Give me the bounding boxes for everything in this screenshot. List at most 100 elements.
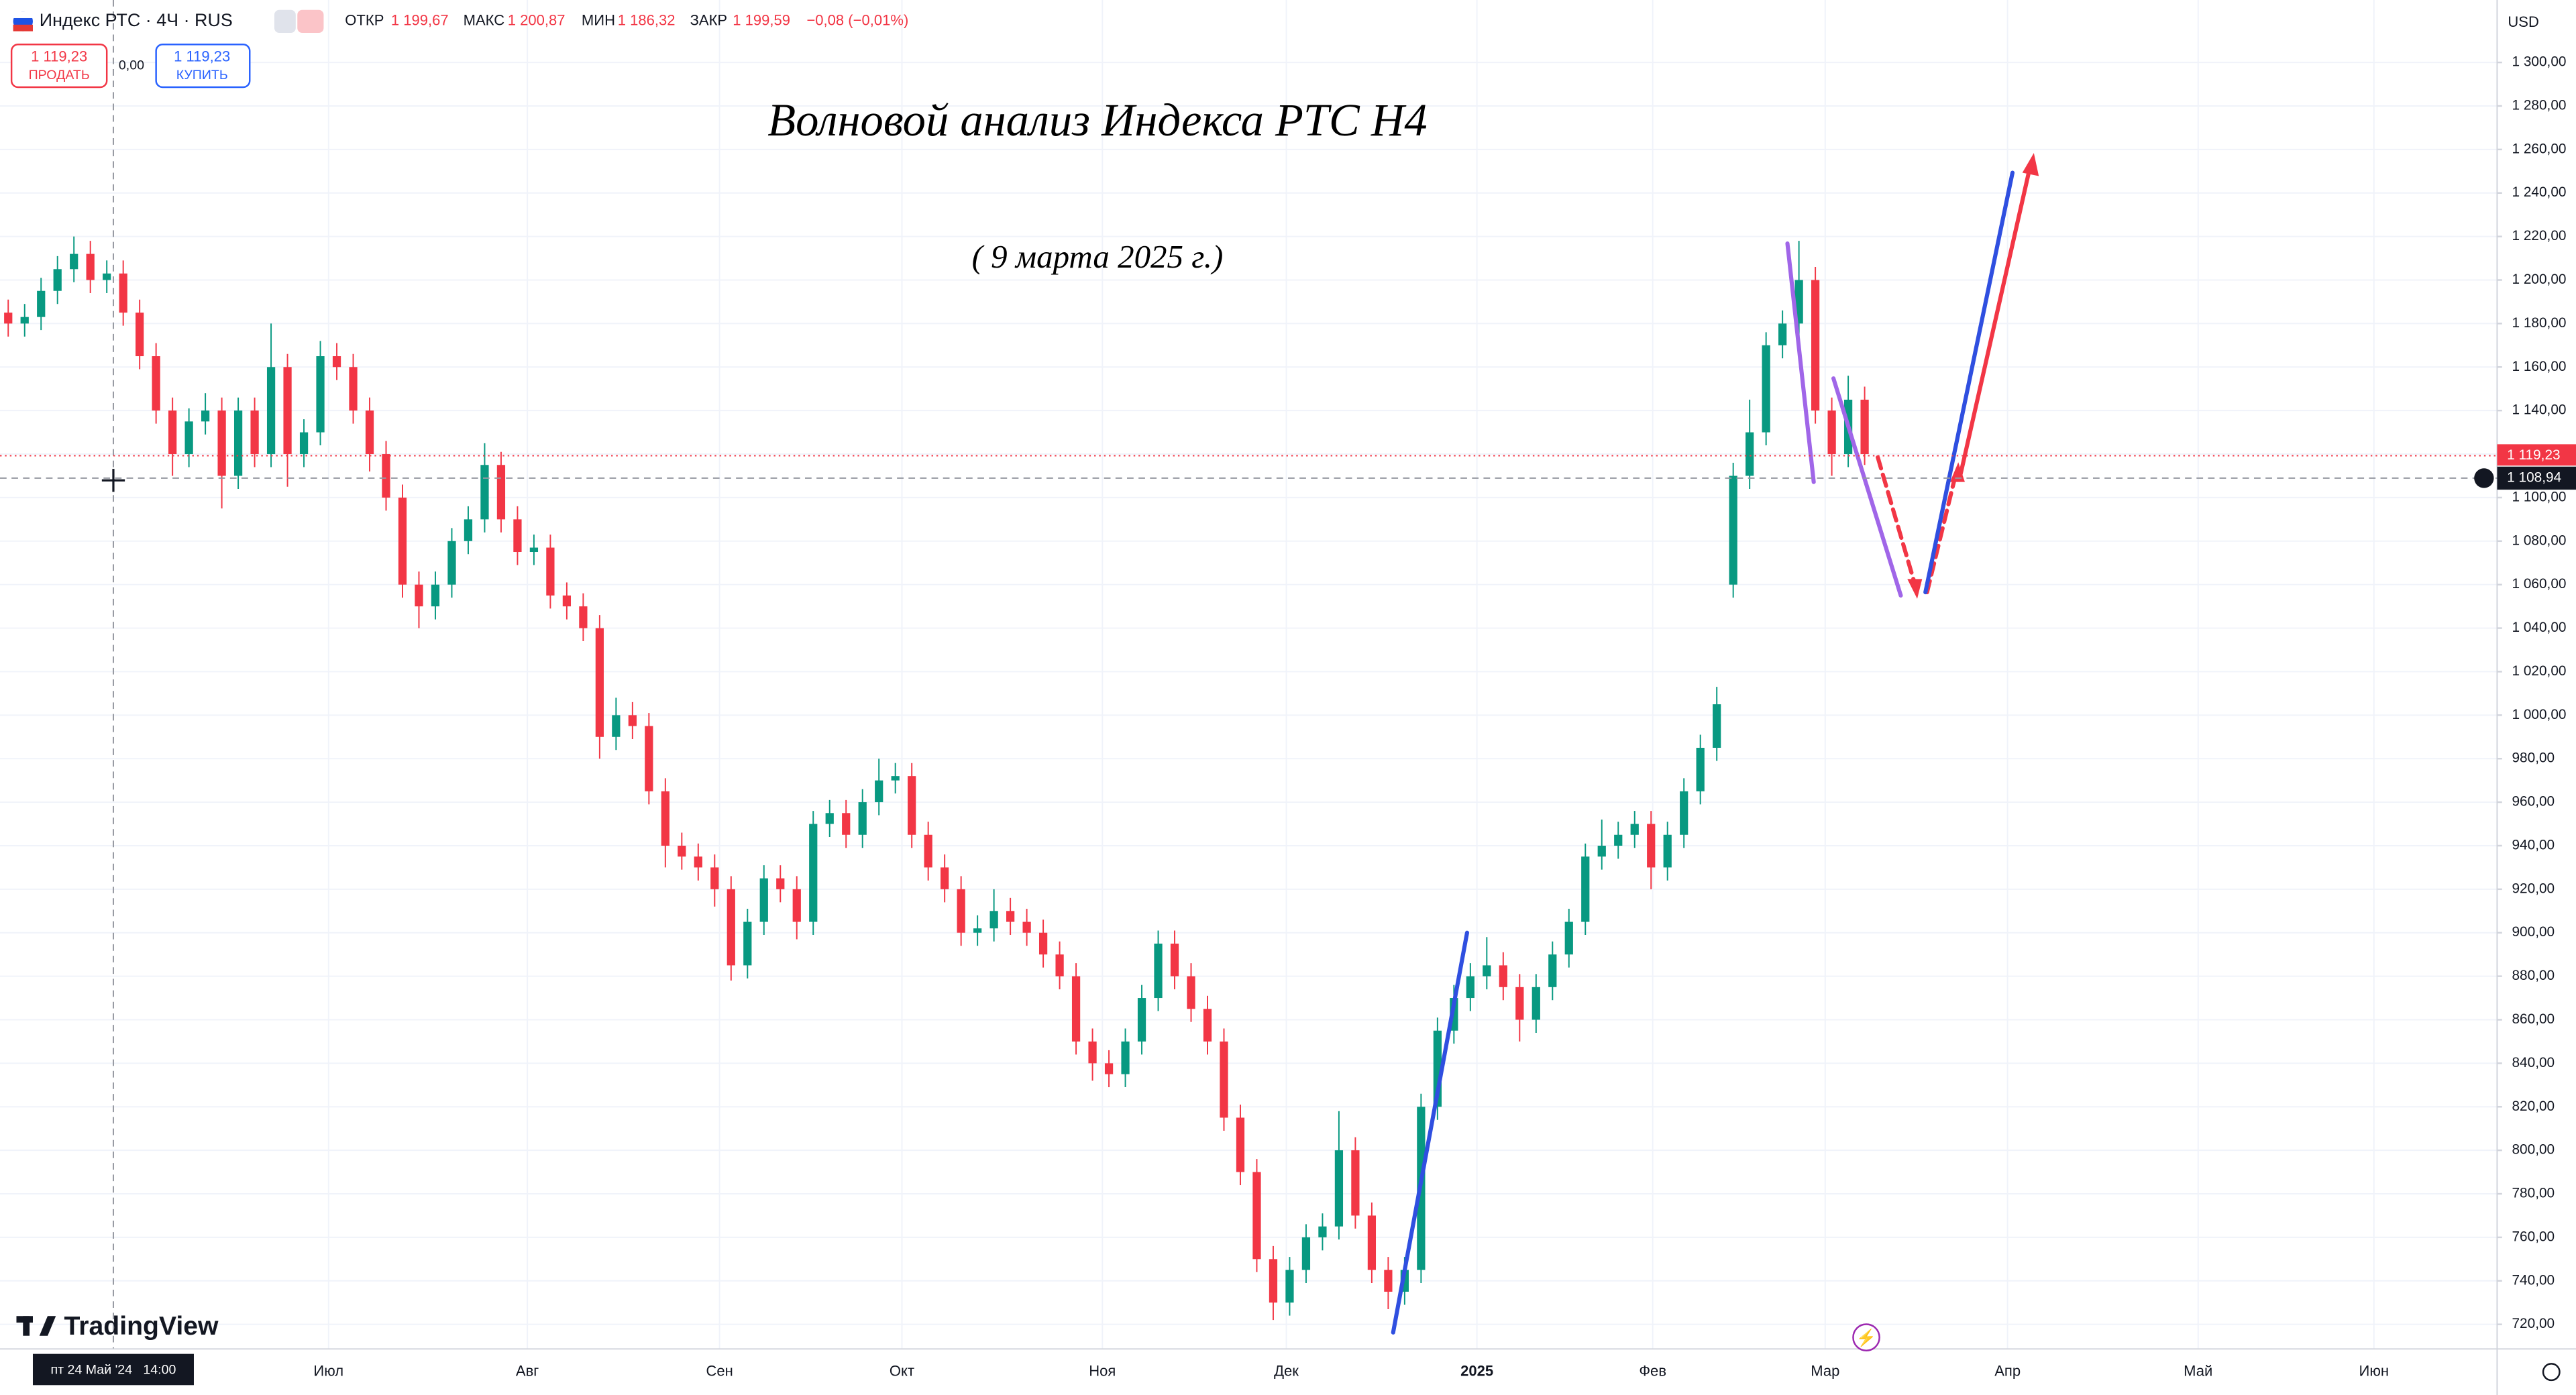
trend-line [1391,930,1470,1335]
chart-subtitle: ( 9 марта 2025 г.) [972,238,1224,275]
y-tick-label: 820,00 [2512,1099,2555,1114]
brand: TradingView [16,1312,219,1341]
y-tick-label: 920,00 [2512,881,2555,896]
candle-body [250,410,259,455]
candle-body [431,584,440,607]
open-label: ОТКР [345,12,384,29]
candle-body [1778,323,1787,345]
candle-body [513,519,522,553]
chart-title: Волновой анализ Индекса РТС H4 [767,95,1427,146]
candle-body [891,776,900,781]
trend-line [1785,241,1816,484]
last-price-label: 1 119,23 [2507,447,2560,463]
logo [39,1316,56,1336]
spread: 0,00 [119,58,144,72]
candle-body [792,889,801,922]
indicator-button[interactable] [297,9,324,34]
candle-body [1220,1041,1228,1118]
flag-icon [13,24,33,32]
candle-body [1038,932,1048,955]
candle-body [1597,845,1606,857]
y-tick-label: 1 300,00 [2512,54,2566,70]
candle-body [645,726,653,791]
y-tick-label: 760,00 [2512,1229,2555,1244]
candle-body [1811,280,1820,411]
x-tick-label: Фев [1639,1362,1666,1379]
candle-body [1499,965,1507,987]
candle-body [908,776,916,835]
y-tick-label: 1 260,00 [2512,141,2566,156]
candle-body [1515,987,1524,1020]
y-tick-label: 1 180,00 [2512,315,2566,331]
sell-price: 1 119,23 [31,48,87,65]
y-tick-label: 1 160,00 [2512,359,2566,374]
crosshair-time: пт 24 Май '24 14:00 [51,1362,176,1377]
events-icon[interactable] [1852,1323,1880,1351]
y-tick-label: 880,00 [2512,968,2555,983]
candle-body [1318,1226,1327,1237]
buy-price: 1 119,23 [174,48,230,65]
y-tick-label: 1 240,00 [2512,184,2566,200]
candle-body [70,254,78,270]
candle-body [1055,954,1064,976]
candle-body [398,497,407,585]
arrow-head [1907,579,1923,599]
y-tick-label: 980,00 [2512,750,2555,766]
candle-body [1827,410,1836,455]
candle-body [365,410,374,455]
candle-body [562,595,572,607]
candle-body [1548,954,1557,987]
candle-body [612,715,621,737]
buy-button[interactable] [155,44,251,89]
price-axis [2497,0,2576,1395]
candle-body [1466,976,1474,999]
candle-body [546,547,555,596]
candle-body [759,878,768,922]
indicator-button[interactable] [274,9,296,34]
trend-line [1831,376,1903,598]
x-tick-label: 2025 [1460,1362,1493,1379]
candle-body [168,410,177,455]
sell-label: ПРОДАТЬ [29,68,90,82]
x-tick-label: Сен [706,1362,733,1379]
candle-body [86,254,95,280]
x-tick-label: Авг [516,1362,539,1379]
flag-icon [13,11,33,18]
candle-body [710,867,719,889]
sell-button[interactable] [10,44,108,89]
candle-body [858,802,867,835]
y-tick-label: 1 100,00 [2512,489,2566,504]
candle-body [1532,987,1540,1020]
y-tick-label: 1 140,00 [2512,402,2566,418]
candle-body [678,845,686,857]
candle-body [825,813,834,824]
candle-body [20,317,29,324]
candle-body [1351,1150,1360,1216]
candle-body [1022,922,1031,933]
candle-body [989,911,998,929]
y-tick-label: 1 040,00 [2512,620,2566,635]
candle-body [694,856,702,868]
x-tick-label: Июн [2359,1362,2390,1379]
y-tick-label: 940,00 [2512,837,2555,852]
candle-body [743,922,752,966]
y-tick-label: 1 020,00 [2512,663,2566,679]
settings-icon[interactable] [2542,1363,2561,1382]
y-tick-label: 1 060,00 [2512,576,2566,592]
crosshair-price-box [2497,466,2576,490]
x-tick-label: Дек [1274,1362,1299,1379]
candle-body [1663,834,1672,868]
candle-body [661,791,669,846]
high-value: 1 200,87 [508,12,566,29]
events-icon: ⚡ [1856,1328,1876,1348]
candle-body [496,465,506,520]
legend-header: Индекс РТС · 4Ч · RUS ОТКР 1 199,67 МАКС… [10,9,2539,89]
open-value: 1 199,67 [391,12,449,29]
candle-body [53,269,62,291]
candle-body [119,273,127,313]
candle-body [727,889,735,966]
candle-body [1630,824,1639,835]
candle-body [332,356,341,368]
